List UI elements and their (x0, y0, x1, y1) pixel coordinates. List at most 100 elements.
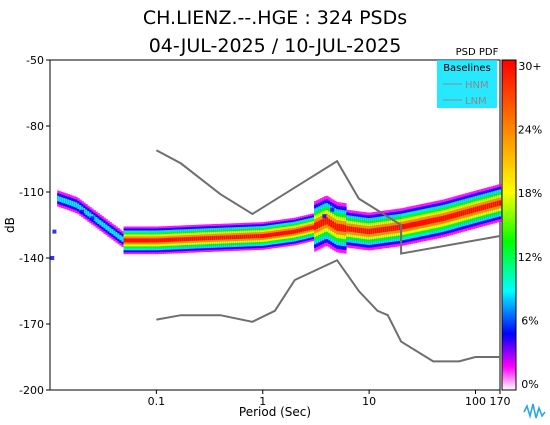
psd-cell (229, 235, 233, 240)
psd-cell (274, 232, 277, 237)
psd-cell (243, 234, 247, 239)
psd-cell (235, 235, 239, 239)
psd-cell (440, 216, 443, 222)
psd-cell (474, 206, 478, 213)
psd-cell (191, 236, 195, 241)
psd-cell (448, 214, 451, 220)
psd-cell (356, 227, 359, 233)
psd-cell (179, 237, 183, 242)
psd-cell (312, 225, 315, 230)
psd-cell (420, 220, 423, 226)
psd-cell (436, 216, 439, 223)
psd-cell (418, 220, 421, 226)
psd-cell (386, 226, 389, 232)
psd-cell (185, 237, 189, 242)
psd-cell (350, 226, 353, 232)
psd-cell (352, 226, 355, 233)
psd-cell (490, 202, 494, 208)
psd-cell (171, 237, 174, 242)
psd-cell (195, 236, 199, 241)
psd-cell (149, 238, 152, 243)
psd-cell (470, 207, 474, 214)
psd-cell (257, 234, 261, 239)
psd-cell (241, 234, 245, 239)
psd-cell (143, 238, 146, 243)
psd-cell (292, 229, 295, 234)
colorbar-tick-label: 24% (518, 124, 542, 137)
psd-cell (253, 234, 257, 239)
psd-cell (61, 197, 64, 203)
psd-cell (486, 203, 490, 209)
psd-cell (336, 223, 339, 231)
psd-cell (422, 219, 425, 226)
psd-cell (125, 238, 128, 243)
psd-cell (266, 233, 269, 238)
legend-lnm-label: LNM (465, 96, 487, 107)
psd-cell (69, 200, 72, 206)
psd-cell (101, 221, 104, 227)
psd-cell (464, 209, 468, 215)
psd-cell (424, 219, 427, 225)
psd-cell (394, 225, 397, 231)
psd-cell (79, 205, 82, 211)
psd-cell (344, 224, 347, 232)
psd-cell (454, 212, 457, 218)
psd-cell (105, 224, 108, 230)
psd-cell (316, 221, 319, 229)
psd-cell (338, 223, 341, 232)
psd-cell (161, 238, 164, 243)
psd-cell (362, 228, 365, 234)
psd-cell (107, 226, 110, 232)
x-tick-label: 100 (465, 395, 486, 408)
psd-cell (298, 228, 301, 233)
psd-cell (139, 238, 142, 243)
psd-cell (290, 230, 293, 235)
psd-cell (456, 211, 459, 218)
psd-cell (300, 228, 303, 233)
chart-subtitle: 04-JUL-2025 / 10-JUL-2025 (149, 35, 402, 57)
colorbar-tick-label: 18% (518, 187, 542, 200)
psd-cell (360, 227, 363, 234)
psd-cell (255, 234, 259, 239)
psd-cell (402, 224, 405, 230)
psd-cell (183, 237, 187, 242)
psd-cell (57, 195, 60, 202)
psd-cell (416, 221, 419, 227)
psd-cell (201, 236, 205, 241)
colorbar-tick-label: 0% (521, 378, 538, 391)
psd-cell (492, 201, 496, 208)
psd-cell (193, 236, 197, 241)
psd-cell (81, 206, 84, 212)
psd-cell (284, 230, 287, 235)
psd-cell (496, 200, 500, 207)
x-tick-label: 0.1 (148, 395, 166, 408)
psd-cell (288, 230, 291, 235)
psd-cell (324, 217, 327, 225)
psd-cell (466, 209, 470, 215)
psd-cell (392, 225, 395, 231)
colorbar (501, 59, 517, 391)
legend-title: Baselines (443, 63, 491, 74)
psd-cell (434, 217, 437, 223)
psd-cell (52, 229, 57, 234)
psd-cell (348, 226, 351, 232)
psd-cell (370, 228, 373, 234)
psd-cell (488, 203, 492, 209)
psd-cell (384, 226, 387, 232)
psd-cell (219, 235, 223, 240)
y-tick-label: -50 (26, 54, 44, 67)
psd-cell (412, 221, 415, 228)
y-tick-label: -80 (26, 120, 44, 133)
psd-cell (302, 227, 305, 232)
psd-cell (264, 233, 267, 238)
psd-cell (262, 234, 265, 238)
colorbar-ticks: 30+ 24% 18% 12% 6% 0% (518, 60, 542, 391)
psd-cell (366, 228, 369, 235)
psd-cell (460, 210, 464, 216)
psd-cell (480, 205, 484, 211)
psd-cell (169, 237, 172, 242)
axis-ticks: 0.1 1 10 100 170 -50 -80 -110 -140 -170 -200 (19, 54, 510, 408)
psd-cell (322, 214, 327, 219)
psd-cell (141, 238, 144, 243)
psd-cell (117, 233, 120, 239)
